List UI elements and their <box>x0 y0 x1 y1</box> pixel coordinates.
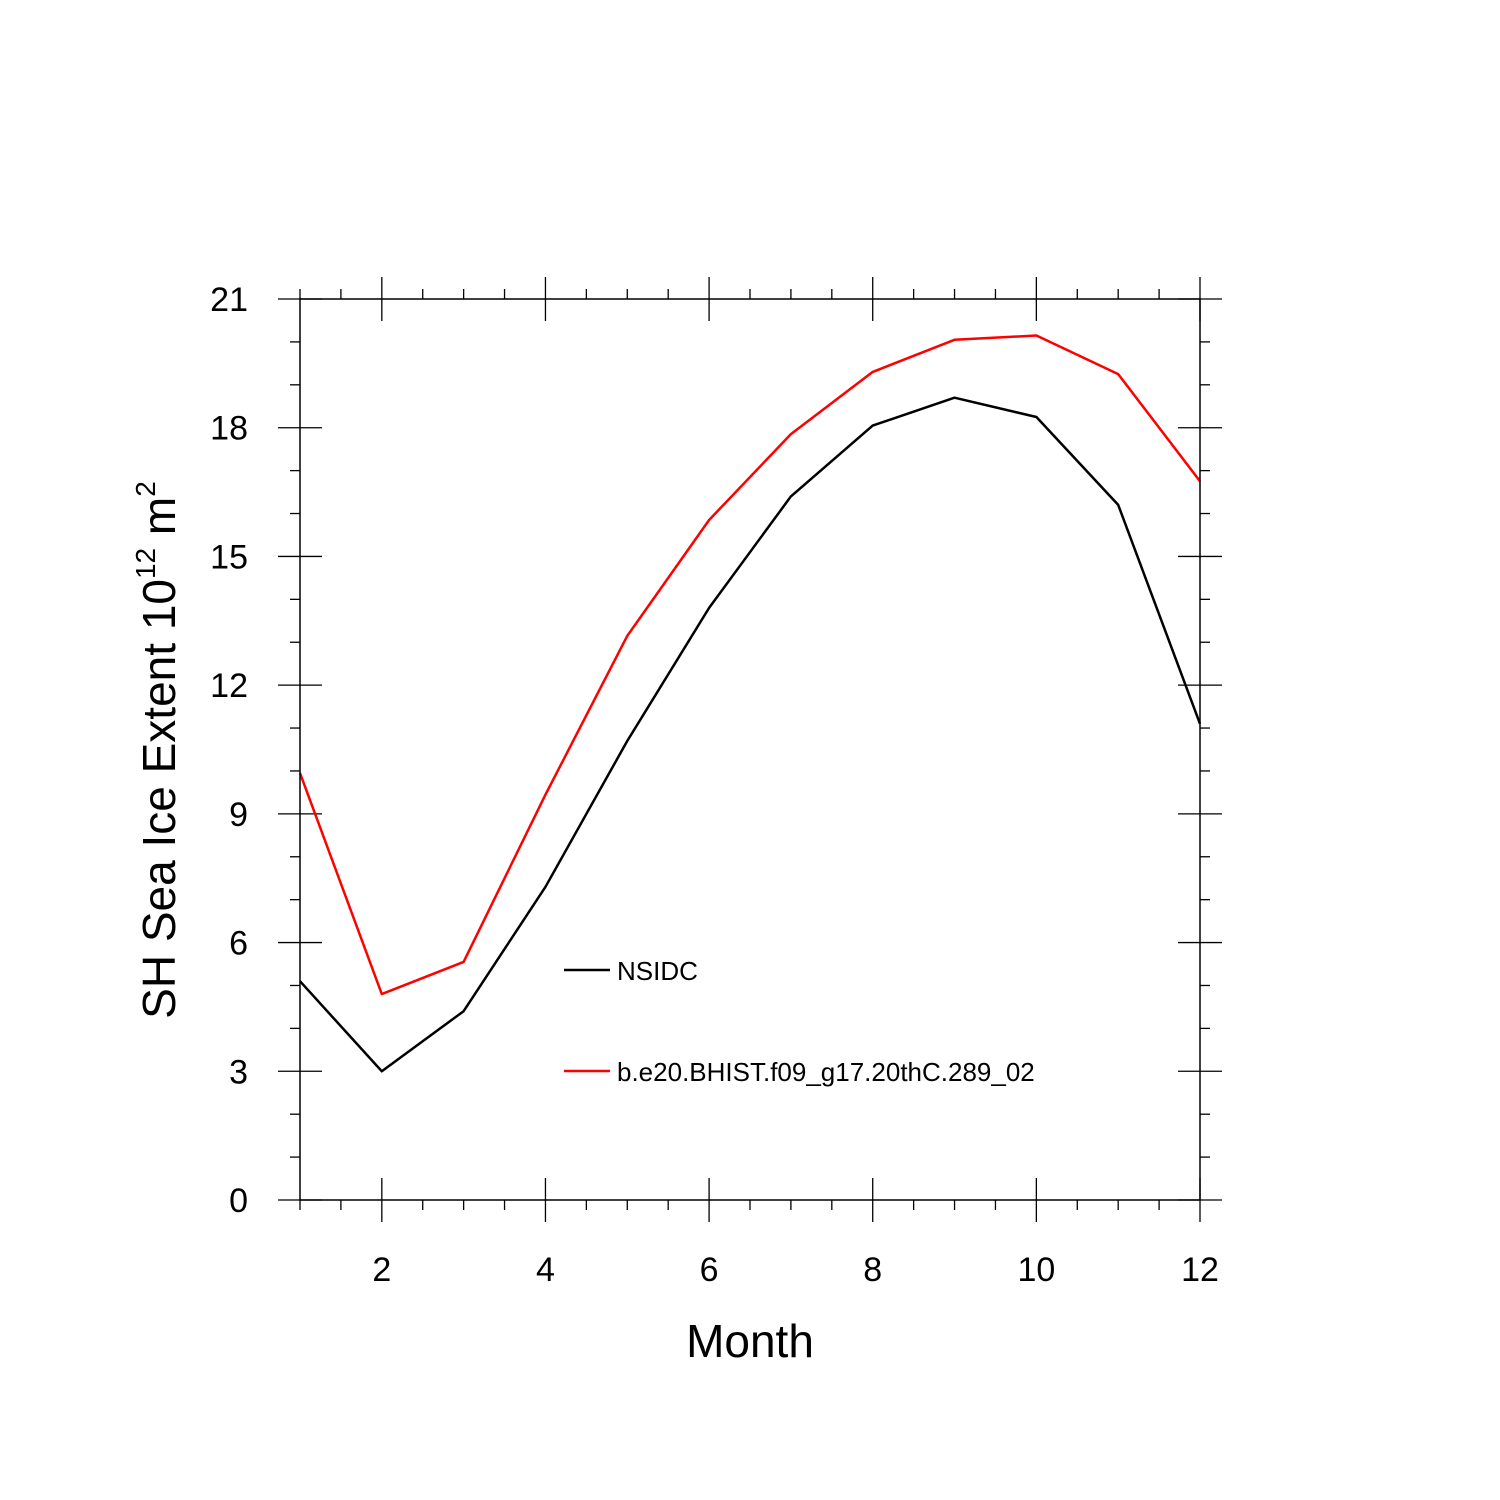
y-tick-label: 18 <box>210 410 248 448</box>
series-line-nsidc <box>299 396 1202 1073</box>
y-tick-label: 21 <box>210 281 248 319</box>
x-tick-label: 4 <box>536 1251 555 1289</box>
x-tick-label: 8 <box>863 1251 882 1289</box>
y-tick-label: 6 <box>229 925 248 963</box>
x-tick-label: 6 <box>700 1251 719 1289</box>
y-tick-label: 12 <box>210 667 248 705</box>
series-lines <box>298 334 1202 1073</box>
x-tick-label: 10 <box>1017 1251 1055 1289</box>
y-axis-title: SH Sea Ice Extent 1012 m2 <box>130 481 185 1019</box>
x-axis-title: Month <box>686 1315 814 1367</box>
legend-label-nsidc: NSIDC <box>617 956 698 986</box>
legend: NSIDC b.e20.BHIST.f09_g17.20thC.289_02 <box>564 956 1035 1087</box>
axis-tick-labels: 2 4 6 8 10 12 0 3 6 9 12 15 18 21 <box>210 281 1219 1289</box>
x-tick-label: 2 <box>372 1251 391 1289</box>
y-tick-label: 15 <box>210 538 248 576</box>
series-line-model <box>298 334 1201 996</box>
plot-frame <box>299 298 1201 1201</box>
legend-label-model: b.e20.BHIST.f09_g17.20thC.289_02 <box>617 1057 1035 1087</box>
y-tick-label: 0 <box>229 1182 248 1220</box>
x-tick-label: 12 <box>1181 1251 1219 1289</box>
y-tick-label: 3 <box>229 1053 248 1091</box>
y-tick-label: 9 <box>229 796 248 834</box>
